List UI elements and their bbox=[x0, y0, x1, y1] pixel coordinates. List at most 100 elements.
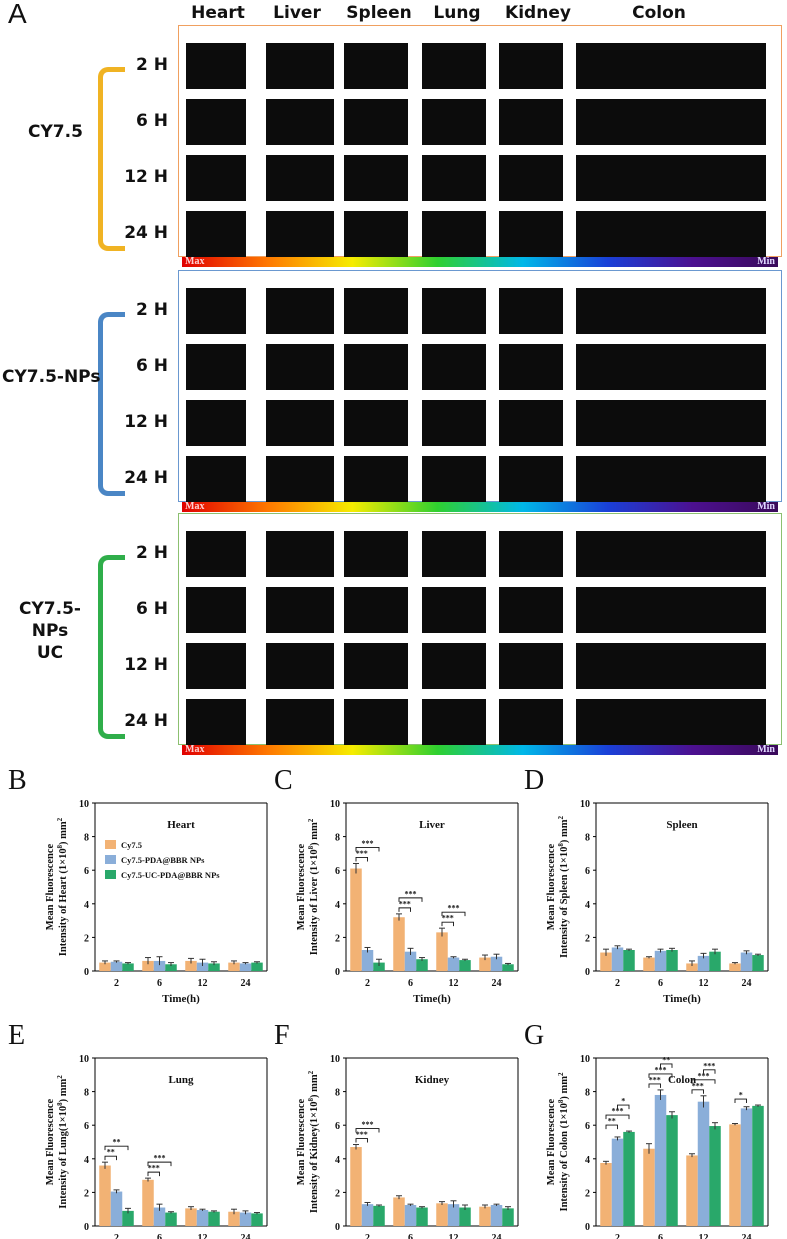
y-axis-label: Mean Fluorescence Intensity of Kidney(1×1… bbox=[296, 1070, 320, 1213]
organ-image bbox=[499, 99, 563, 145]
organ-image-colon bbox=[576, 643, 766, 689]
y-axis-label-line1: Mean Fluorescence bbox=[296, 843, 307, 930]
y-axis-label-line2: Intensity of Heart (1×10 bbox=[58, 848, 69, 956]
bar bbox=[122, 963, 134, 971]
bar bbox=[239, 963, 252, 971]
bar bbox=[208, 1211, 220, 1226]
significance-label: *** bbox=[692, 1081, 704, 1090]
significance-label: ** bbox=[107, 1148, 115, 1157]
y-axis-label-line1: Mean Fluorescence bbox=[45, 843, 56, 930]
bar bbox=[110, 1191, 123, 1226]
x-tick-label: 12 bbox=[449, 1233, 459, 1239]
x-tick-label: 24 bbox=[241, 1233, 251, 1239]
organ-image-colon bbox=[576, 587, 766, 633]
y-tick-label: 0 bbox=[335, 967, 340, 978]
organ-image bbox=[422, 288, 486, 334]
organ-image-colon bbox=[576, 344, 766, 390]
y-axis-label-line1: Mean Fluorescence bbox=[546, 1098, 557, 1185]
significance-label: *** bbox=[698, 1071, 710, 1080]
panel-letter: C bbox=[274, 765, 293, 796]
organ-image bbox=[422, 400, 486, 446]
bar bbox=[185, 960, 197, 971]
organ-image bbox=[499, 531, 563, 577]
organ-image bbox=[186, 456, 246, 502]
significance-bracket bbox=[660, 1063, 673, 1068]
organ-image bbox=[499, 643, 563, 689]
organ-image-colon bbox=[576, 699, 766, 745]
y-tick-label: 8 bbox=[335, 833, 340, 844]
bar bbox=[459, 960, 471, 971]
organ-image bbox=[422, 456, 486, 502]
y-axis-label: Mean Fluorescence Intensity of Heart (1×1… bbox=[45, 817, 69, 956]
organ-image bbox=[499, 211, 563, 257]
bar bbox=[752, 955, 764, 971]
significance-bracket bbox=[355, 1138, 368, 1143]
significance-bracket bbox=[398, 897, 423, 902]
y-axis-label-line1: Mean Fluorescence bbox=[45, 1098, 56, 1185]
significance-label: *** bbox=[362, 1120, 374, 1129]
y-axis-label-sup2: 2 bbox=[56, 1075, 64, 1079]
y-tick-label: 10 bbox=[330, 799, 340, 810]
y-axis-label-line2: Intensity of Kidney(1×10 bbox=[309, 1102, 320, 1214]
bar bbox=[643, 1148, 655, 1226]
bar bbox=[416, 1207, 428, 1226]
bar bbox=[502, 964, 514, 971]
intensity-scale-bar: Max Min bbox=[182, 501, 778, 512]
chart-title: Spleen bbox=[666, 819, 697, 831]
group-bracket bbox=[98, 312, 125, 496]
x-tick-label: 2 bbox=[615, 978, 620, 989]
organ-image-colon bbox=[576, 43, 766, 89]
y-axis-label-sup: 8 bbox=[56, 844, 64, 848]
significance-bracket bbox=[703, 1069, 716, 1074]
y-tick-label: 4 bbox=[335, 1155, 340, 1166]
x-tick-label: 12 bbox=[198, 1233, 208, 1239]
intensity-scale-bar: Max Min bbox=[182, 744, 778, 755]
organ-image bbox=[186, 288, 246, 334]
bar bbox=[654, 950, 667, 971]
time-label: 12 H bbox=[124, 655, 168, 675]
significance-bracket bbox=[734, 1098, 747, 1104]
y-tick-label: 10 bbox=[79, 799, 89, 810]
organ-image bbox=[344, 155, 408, 201]
chart-title: Colon bbox=[668, 1074, 696, 1086]
time-label: 2 H bbox=[136, 300, 168, 320]
y-tick-label: 2 bbox=[84, 1188, 89, 1199]
organ-image bbox=[266, 643, 334, 689]
bar bbox=[654, 1094, 667, 1226]
y-axis-label-sup: 8 bbox=[56, 1102, 64, 1106]
y-tick-label: 0 bbox=[84, 967, 89, 978]
x-tick-label: 2 bbox=[114, 978, 119, 989]
x-tick-label: 12 bbox=[699, 1233, 709, 1239]
significance-bracket bbox=[648, 1083, 661, 1088]
bar bbox=[99, 1165, 111, 1226]
scale-min-label: Min bbox=[757, 744, 775, 755]
y-tick-label: 6 bbox=[585, 1121, 590, 1132]
organ-image bbox=[499, 456, 563, 502]
time-label: 24 H bbox=[124, 468, 168, 488]
time-label: 12 H bbox=[124, 412, 168, 432]
organ-image bbox=[186, 99, 246, 145]
bar bbox=[196, 962, 209, 971]
significance-label: *** bbox=[148, 1164, 160, 1173]
organ-image bbox=[266, 43, 334, 89]
organ-header-lung: Lung bbox=[433, 3, 481, 23]
y-tick-label: 6 bbox=[84, 1121, 89, 1132]
y-tick-label: 6 bbox=[84, 866, 89, 877]
y-axis-label: Mean Fluorescence Intensity of Colon (1×1… bbox=[546, 1072, 570, 1212]
organ-image bbox=[344, 43, 408, 89]
significance-bracket bbox=[147, 1161, 172, 1167]
y-axis-label: Mean Fluorescence Intensity of Lung(1×108… bbox=[45, 1075, 69, 1209]
y-tick-label: 6 bbox=[335, 866, 340, 877]
significance-bracket bbox=[398, 907, 411, 912]
significance-label: ** bbox=[113, 1138, 121, 1147]
intensity-scale-bar: Max Min bbox=[182, 256, 778, 267]
y-tick-label: 2 bbox=[335, 933, 340, 944]
x-tick-label: 24 bbox=[492, 978, 502, 989]
bar bbox=[251, 962, 263, 971]
x-tick-label: 2 bbox=[114, 1233, 119, 1239]
organ-image bbox=[186, 211, 246, 257]
significance-bracket bbox=[648, 1073, 673, 1078]
organ-image-colon bbox=[576, 155, 766, 201]
